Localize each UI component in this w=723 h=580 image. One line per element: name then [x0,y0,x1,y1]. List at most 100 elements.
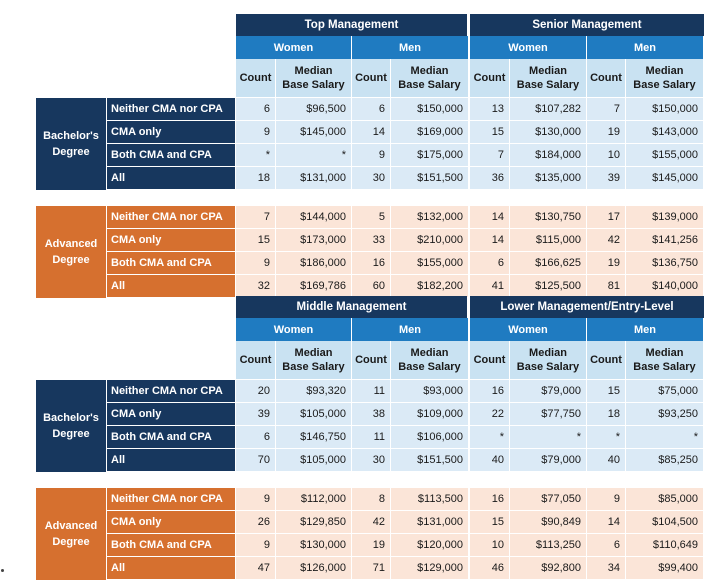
table-cell: 16 [470,380,509,402]
table-cell: 7 [236,206,275,228]
table-cell: $131,000 [276,167,351,189]
table-cell: 47 [236,557,275,579]
table-cell: $85,000 [626,488,703,510]
table-cell: 13 [470,98,509,120]
count-header: Count [587,59,625,97]
table-cell: 6 [352,98,390,120]
table-cell: $126,000 [276,557,351,579]
table-cell: $139,000 [626,206,703,228]
table-cell: $145,000 [276,121,351,143]
table-cell: 8 [352,488,390,510]
table-cell: $169,000 [391,121,468,143]
table-cell: $90,849 [510,511,586,533]
table-cell: $113,500 [391,488,468,510]
table-cell: 9 [236,534,275,556]
degree-line1: Bachelor's [43,130,99,142]
table-cell: $110,649 [626,534,703,556]
table-cell: $132,000 [391,206,468,228]
table-cell: 19 [352,534,390,556]
table-cell: 46 [470,557,509,579]
sex-header-men: Men [352,318,468,341]
median-salary-header: Median Base Salary [626,341,703,379]
table-cell: $96,500 [276,98,351,120]
table-cell: $99,400 [626,557,703,579]
table-cell: 7 [587,98,625,120]
table-cell: $141,256 [626,229,703,251]
table-cell: * [276,144,351,166]
row-label: Neither CMA nor CPA [107,98,235,120]
table-cell: 16 [470,488,509,510]
table-cell: 9 [352,144,390,166]
row-label: All [107,557,235,579]
bullet-dot [1,569,4,572]
sex-header-women: Women [236,36,351,59]
sex-header-men: Men [352,36,468,59]
table-cell: $155,000 [391,252,468,274]
row-label: CMA only [107,403,235,425]
table-cell: 6 [587,534,625,556]
median-salary-header: Median Base Salary [626,59,703,97]
degree-line1: Advanced [44,520,98,532]
table-cell: $130,000 [510,121,586,143]
group-title-left: Middle Management [236,296,467,318]
sex-header-women: Women [470,36,586,59]
table-cell: 10 [587,144,625,166]
sex-header-men: Men [587,318,703,341]
degree-line2: Degree [52,254,90,266]
median-line1: Median [294,65,333,77]
table-cell: * [470,426,509,448]
table-cell: $135,000 [510,167,586,189]
table-cell: 5 [352,206,390,228]
table-cell: 9 [236,121,275,143]
median-salary-header: Median Base Salary [391,59,468,97]
table-cell: 39 [236,403,275,425]
table-cell: 15 [470,121,509,143]
table-cell: 10 [470,534,509,556]
table-cell: 16 [352,252,390,274]
table-cell: 14 [470,229,509,251]
row-label: Both CMA and CPA [107,144,235,166]
table-cell: 17 [587,206,625,228]
table-cell: $107,282 [510,98,586,120]
table-cell: $115,000 [510,229,586,251]
table-cell: * [587,426,625,448]
table-cell: $113,250 [510,534,586,556]
median-line2: Base Salary [516,79,580,91]
table-cell: $79,000 [510,380,586,402]
table-cell: $182,200 [391,275,468,297]
degree-line1: Advanced [44,238,98,250]
table-cell: $105,000 [276,449,351,471]
count-header: Count [470,59,509,97]
median-line1: Median [410,347,449,359]
group-title-right: Senior Management [470,14,704,36]
group-title-right: Lower Management/Entry-Level [470,296,704,318]
table-cell: 22 [470,403,509,425]
row-label: Both CMA and CPA [107,426,235,448]
row-label: All [107,449,235,471]
median-line1: Median [294,347,333,359]
row-label: Neither CMA nor CPA [107,488,235,510]
table-cell: 71 [352,557,390,579]
table-cell: 30 [352,167,390,189]
table-cell: $93,250 [626,403,703,425]
table-cell: 14 [587,511,625,533]
table-cell: $145,000 [626,167,703,189]
count-header: Count [236,341,275,379]
sex-header-men: Men [587,36,703,59]
table-cell: 15 [587,380,625,402]
row-label: Neither CMA nor CPA [107,380,235,402]
table-cell: $143,000 [626,121,703,143]
table-cell: $106,000 [391,426,468,448]
median-line2: Base Salary [516,361,580,373]
median-line1: Median [529,65,567,77]
table-cell: $77,750 [510,403,586,425]
table-cell: 11 [352,426,390,448]
median-line1: Median [529,347,567,359]
median-line2: Base Salary [633,361,696,373]
median-line2: Base Salary [398,79,461,91]
table-cell: 42 [352,511,390,533]
table-cell: 40 [587,449,625,471]
table-cell: 11 [352,380,390,402]
table-cell: $79,000 [510,449,586,471]
table-cell: $130,000 [276,534,351,556]
